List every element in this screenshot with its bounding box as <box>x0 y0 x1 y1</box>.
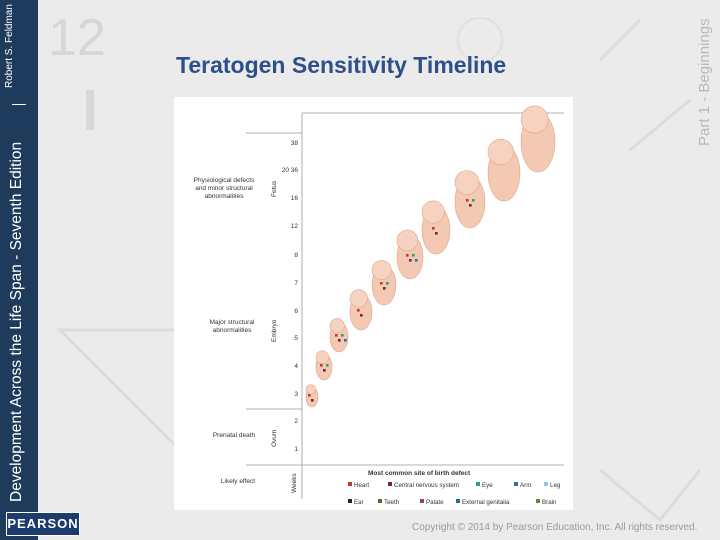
effect-fetus-line1: Physiological defects <box>194 177 255 184</box>
effect-header: Likely effect <box>221 478 255 485</box>
legend-label: Ear <box>354 499 364 506</box>
week-label: 5 <box>294 335 298 342</box>
defect-site-marker <box>466 199 469 202</box>
slide-title: Teratogen Sensitivity Timeline <box>176 52 507 78</box>
legend-swatch <box>544 482 548 486</box>
defect-site-marker <box>323 369 326 372</box>
effect-fetus-line2: and minor structural <box>195 185 253 192</box>
defect-site-marker <box>435 232 438 235</box>
week-label: 38 <box>291 140 299 147</box>
legend: Heart Central nervous system Eye Arm Leg Ear T… <box>348 482 561 506</box>
fetus-head <box>454 170 480 195</box>
fetus-head <box>371 260 392 280</box>
fetus-head <box>349 289 368 308</box>
week-label: 8 <box>294 252 298 259</box>
legend-swatch <box>388 482 392 486</box>
series-title: Development Across the Life Span - Seven… <box>8 141 25 502</box>
fetus-head <box>487 138 514 166</box>
fetus-head <box>305 384 316 395</box>
fetus-head <box>396 229 419 252</box>
fetus-illustrations <box>305 105 556 408</box>
week-label: 3 <box>294 391 298 398</box>
defect-site-marker <box>335 334 338 337</box>
legend-label: Central nervous system <box>394 482 459 489</box>
defect-site-marker <box>469 204 472 207</box>
legend-label: Eye <box>482 482 493 489</box>
period-embryo: Embryo <box>271 319 278 342</box>
fetus-head <box>315 350 330 364</box>
background-decoration <box>56 17 702 523</box>
defect-site-marker <box>357 309 360 312</box>
week-label: 1 <box>294 446 298 453</box>
copyright-notice: Copyright © 2014 by Pearson Education, I… <box>412 522 698 533</box>
defect-site-marker <box>308 394 311 397</box>
defect-site-marker <box>341 334 344 337</box>
week-label: 2 <box>294 418 298 425</box>
legend-label: Leg <box>550 482 561 489</box>
legend-label: Brain <box>542 499 557 506</box>
sidebar-divider <box>12 104 26 105</box>
week-label: 7 <box>294 280 298 287</box>
defect-site-marker <box>320 364 323 367</box>
week-labels: 38 20 36 16 12 8 7 6 5 4 3 2 1 <box>282 140 299 453</box>
legend-title: Most common site of birth defect <box>368 470 471 477</box>
week-label: 16 <box>291 195 299 202</box>
series-title-area: Development Across the Life Span - Seven… <box>0 0 38 505</box>
legend-swatch <box>378 499 382 503</box>
effect-fetus-line3: abnormalities <box>205 193 244 200</box>
legend-label: Heart <box>354 482 369 489</box>
week-label: 20 36 <box>282 167 299 174</box>
defect-site-marker <box>406 254 409 257</box>
fetus-head <box>421 200 445 224</box>
defect-site-marker <box>360 314 363 317</box>
defect-site-marker <box>409 259 412 262</box>
sidebar: Development Across the Life Span - Seven… <box>0 0 80 540</box>
week-label: 4 <box>294 363 298 370</box>
defect-site-marker <box>472 199 475 202</box>
effect-ovum: Prenatal death <box>213 432 256 439</box>
period-fetus: Fetus <box>271 180 278 197</box>
defect-site-marker <box>415 259 418 262</box>
legend-swatch <box>514 482 518 486</box>
legend-label: Arm <box>520 482 531 489</box>
weeks-header: Weeks <box>291 473 298 493</box>
legend-swatch <box>348 482 352 486</box>
legend-swatch <box>420 499 424 503</box>
legend-swatch <box>536 499 540 503</box>
defect-site-marker <box>326 364 329 367</box>
part-label: Part 1 - Beginnings <box>696 18 713 146</box>
defect-site-marker <box>383 287 386 290</box>
fetus-head <box>520 105 549 134</box>
defect-site-marker <box>311 399 314 402</box>
author-name: Robert S. Feldman <box>4 4 15 88</box>
legend-label: Teeth <box>384 499 400 506</box>
defect-site-marker <box>344 339 347 342</box>
week-label: 12 <box>291 223 299 230</box>
defect-site-marker <box>380 282 383 285</box>
pearson-logo: PEARSON <box>6 512 80 536</box>
effect-embryo-line1: Major structural <box>210 319 255 326</box>
defect-site-marker <box>432 227 435 230</box>
defect-site-marker <box>412 254 415 257</box>
chapter-number: 12 <box>48 9 106 67</box>
legend-swatch <box>348 499 352 503</box>
timeline-diagram: Physiological defects and minor structur… <box>194 105 564 506</box>
teratogen-figure: Physiological defects and minor structur… <box>174 97 573 510</box>
legend-swatch <box>456 499 460 503</box>
effect-embryo-line2: abnormalities <box>213 327 252 334</box>
week-label: 6 <box>294 308 298 315</box>
defect-site-marker <box>338 339 341 342</box>
legend-label: Palate <box>426 499 444 506</box>
legend-label: External genitalia <box>462 499 510 506</box>
legend-swatch <box>476 482 480 486</box>
defect-site-marker <box>386 282 389 285</box>
period-ovum: Ovum <box>271 430 278 447</box>
fetus-head <box>329 318 345 334</box>
